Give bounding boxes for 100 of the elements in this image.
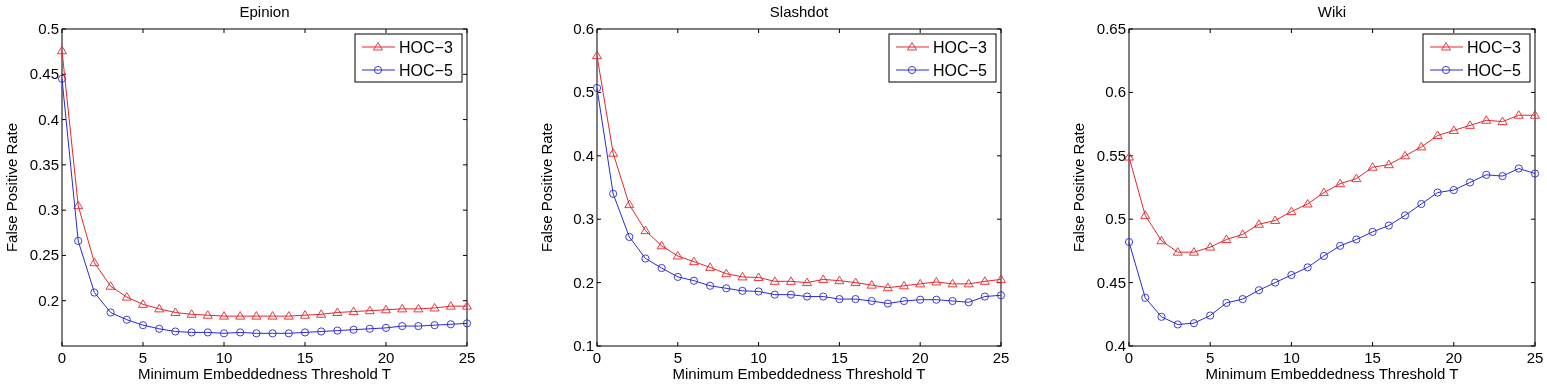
point <box>1448 125 1459 134</box>
x-tick-label: 15 <box>1364 349 1381 366</box>
point <box>398 322 407 331</box>
point <box>1497 116 1508 126</box>
point <box>89 257 100 267</box>
point <box>317 327 326 336</box>
point <box>219 311 229 320</box>
point <box>883 299 892 308</box>
point <box>673 272 682 281</box>
point <box>835 295 844 304</box>
point <box>74 236 83 245</box>
y-axis-title: False Positive Rate <box>1070 122 1087 253</box>
x-tick-label: 10 <box>1283 349 1300 366</box>
point <box>364 305 375 315</box>
x-tick-label: 0 <box>592 349 602 366</box>
point <box>947 278 958 288</box>
x-tick-label: 20 <box>911 349 929 366</box>
point <box>1417 199 1426 209</box>
legend-label: HOC−3 <box>933 39 987 56</box>
x-tick-label: 10 <box>750 349 767 366</box>
point <box>235 311 246 320</box>
point <box>1498 172 1507 181</box>
point <box>916 295 925 304</box>
y-tick-label: 0.65 <box>1096 20 1126 37</box>
x-tick-label: 5 <box>138 349 148 366</box>
x-tick-label: 25 <box>458 349 476 366</box>
point <box>1465 120 1475 129</box>
point <box>1302 199 1313 208</box>
point <box>1140 210 1151 219</box>
point <box>1124 237 1134 247</box>
point <box>414 322 423 331</box>
legend-label: HOC−3 <box>1467 39 1521 56</box>
point <box>1222 298 1231 307</box>
point <box>430 321 439 330</box>
point <box>1319 251 1328 261</box>
y-tick-label: 0.3 <box>573 210 594 228</box>
point <box>106 308 115 317</box>
point <box>785 276 796 285</box>
x-tick-label: 25 <box>992 349 1010 366</box>
point <box>932 295 941 304</box>
point <box>1513 110 1524 119</box>
point <box>316 309 327 318</box>
point <box>1271 278 1280 287</box>
point <box>267 311 278 320</box>
point <box>964 298 973 307</box>
y-axis-title: False Positive Rate <box>538 122 555 253</box>
point <box>462 301 472 310</box>
y-tick-label: 0.2 <box>573 273 594 291</box>
point <box>721 268 732 278</box>
point <box>138 321 148 330</box>
point <box>802 277 813 287</box>
point <box>656 240 667 250</box>
point <box>753 272 764 281</box>
y-tick-label: 0.4 <box>573 146 594 164</box>
y-tick-label: 0.45 <box>1096 273 1126 291</box>
point <box>332 307 343 316</box>
point <box>1530 169 1540 178</box>
point <box>1238 295 1247 304</box>
point <box>121 292 132 301</box>
point <box>1433 188 1442 197</box>
x-tick-label: 15 <box>831 349 848 366</box>
point <box>1351 173 1362 183</box>
point <box>882 282 893 292</box>
point <box>1368 227 1377 236</box>
point <box>1157 312 1166 321</box>
point <box>251 311 262 320</box>
y-tick-label: 0.4 <box>1105 337 1126 354</box>
y-tick-label: 0.2 <box>38 291 59 309</box>
point <box>381 304 391 314</box>
x-tick-label: 10 <box>215 349 233 366</box>
point <box>931 277 942 286</box>
x-tick-label: 20 <box>377 349 395 366</box>
x-tick-label: 20 <box>1445 349 1463 366</box>
point <box>413 303 424 313</box>
point <box>851 295 860 304</box>
point <box>445 301 456 310</box>
point <box>996 274 1006 283</box>
point <box>429 303 440 312</box>
point <box>1449 185 1458 195</box>
point <box>899 296 909 306</box>
point <box>705 262 716 271</box>
point <box>73 200 84 210</box>
point <box>1384 221 1393 230</box>
point <box>915 278 926 288</box>
point <box>980 292 989 301</box>
y-tick-label: 0.3 <box>38 201 59 219</box>
point <box>1303 263 1312 272</box>
point <box>202 310 213 319</box>
point <box>1287 270 1296 280</box>
y-tick-label: 0.45 <box>29 65 59 83</box>
x-tick-label: 15 <box>296 349 314 366</box>
y-tick-label: 0.35 <box>29 155 59 173</box>
point <box>1482 170 1491 179</box>
point <box>1432 130 1443 139</box>
point <box>1221 234 1232 243</box>
point <box>738 286 747 295</box>
y-tick-label: 0.5 <box>38 20 59 37</box>
point <box>397 303 408 313</box>
point <box>722 284 731 293</box>
point <box>170 307 181 316</box>
